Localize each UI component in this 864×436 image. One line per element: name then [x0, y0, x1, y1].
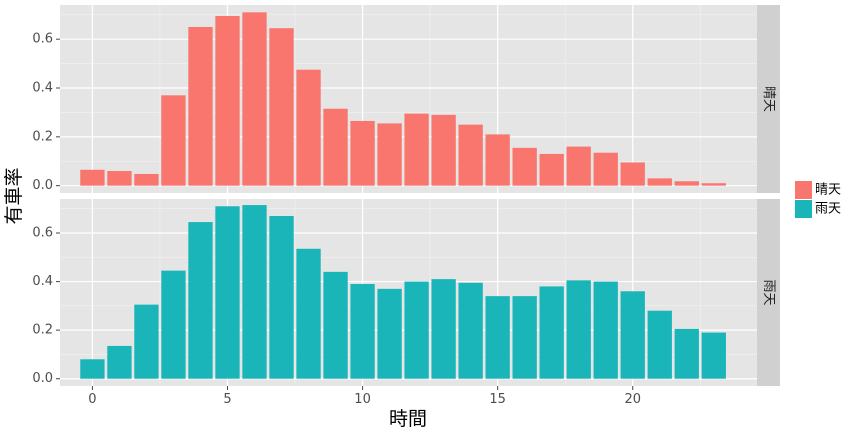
- legend-item: 晴天: [795, 181, 841, 199]
- bar: [431, 114, 456, 186]
- y-axis-title: 有車率: [3, 167, 25, 224]
- bar: [323, 271, 348, 379]
- x-tick-label: 20: [624, 392, 641, 407]
- legend-label: 雨天: [815, 202, 841, 217]
- bar: [647, 310, 672, 379]
- bar: [674, 328, 699, 379]
- x-tick-label: 15: [489, 392, 506, 407]
- bar: [539, 153, 564, 186]
- bar: [161, 95, 186, 186]
- bar: [512, 296, 537, 379]
- y-tick-label: 0.2: [32, 323, 53, 338]
- bar: [701, 183, 726, 186]
- bar: [404, 281, 429, 379]
- legend-swatch: [795, 200, 812, 218]
- y-tick-label: 0.4: [32, 81, 53, 96]
- bar: [107, 345, 132, 379]
- y-tick-label: 0.4: [32, 274, 53, 289]
- bar: [80, 359, 105, 379]
- bar: [350, 284, 375, 379]
- bar: [242, 205, 267, 379]
- legend-item: 雨天: [795, 200, 841, 218]
- bar: [485, 296, 510, 379]
- bar: [566, 146, 591, 186]
- bar: [107, 171, 132, 186]
- bar: [296, 69, 321, 186]
- bar: [647, 178, 672, 186]
- x-tick-label: 0: [88, 392, 96, 407]
- bar: [188, 222, 213, 379]
- bar: [701, 332, 726, 379]
- y-tick-label: 0.6: [32, 226, 53, 241]
- y-tick-label: 0.0: [32, 178, 53, 193]
- bar: [620, 291, 645, 379]
- bar: [188, 26, 213, 186]
- bar-series: [80, 205, 726, 379]
- bar: [269, 28, 294, 186]
- facet-panel: 晴天 0.0 0.2 0.4 0.6: [32, 5, 780, 193]
- bar: [593, 152, 618, 186]
- bar: [539, 286, 564, 379]
- bar: [161, 270, 186, 379]
- bar: [134, 173, 159, 186]
- bar: [377, 123, 402, 186]
- bar: [566, 280, 591, 379]
- bar: [242, 12, 267, 186]
- bar: [404, 113, 429, 186]
- bar: [323, 108, 348, 186]
- bar: [80, 169, 105, 186]
- x-tick-label: 10: [354, 392, 371, 407]
- facet-panel: 雨天 0.0 0.2 0.4 0.6: [32, 199, 780, 386]
- bar: [215, 206, 240, 379]
- facet-panels: 晴天 0.0 0.2 0.4 0.6 雨天 0.0 0.2 0.4 0.6: [32, 5, 780, 386]
- bar: [134, 304, 159, 379]
- bar-series: [80, 12, 726, 186]
- x-tick-label: 5: [223, 392, 231, 407]
- x-axis-title: 時間: [389, 408, 427, 430]
- legend-swatch: [795, 181, 812, 199]
- bar: [485, 134, 510, 186]
- bar: [269, 216, 294, 379]
- bar: [620, 162, 645, 186]
- bar: [458, 282, 483, 379]
- y-tick-label: 0.0: [32, 371, 53, 386]
- bar: [674, 181, 699, 186]
- bar: [593, 281, 618, 379]
- bar: [458, 124, 483, 186]
- bar: [377, 288, 402, 379]
- bar: [296, 248, 321, 379]
- facet-strip-label: 晴天: [761, 86, 776, 112]
- facet-strip: [757, 5, 780, 193]
- bar: [512, 147, 537, 186]
- y-tick-label: 0.6: [32, 32, 53, 47]
- bar: [215, 15, 240, 186]
- facet-strip: [757, 199, 780, 386]
- facet-strip-label: 雨天: [761, 279, 776, 305]
- bar: [350, 120, 375, 186]
- bar: [431, 279, 456, 379]
- y-tick-label: 0.2: [32, 129, 53, 144]
- axes: 時間 有車率 0 5 10 15 20: [3, 167, 641, 430]
- legend-label: 晴天: [815, 183, 841, 198]
